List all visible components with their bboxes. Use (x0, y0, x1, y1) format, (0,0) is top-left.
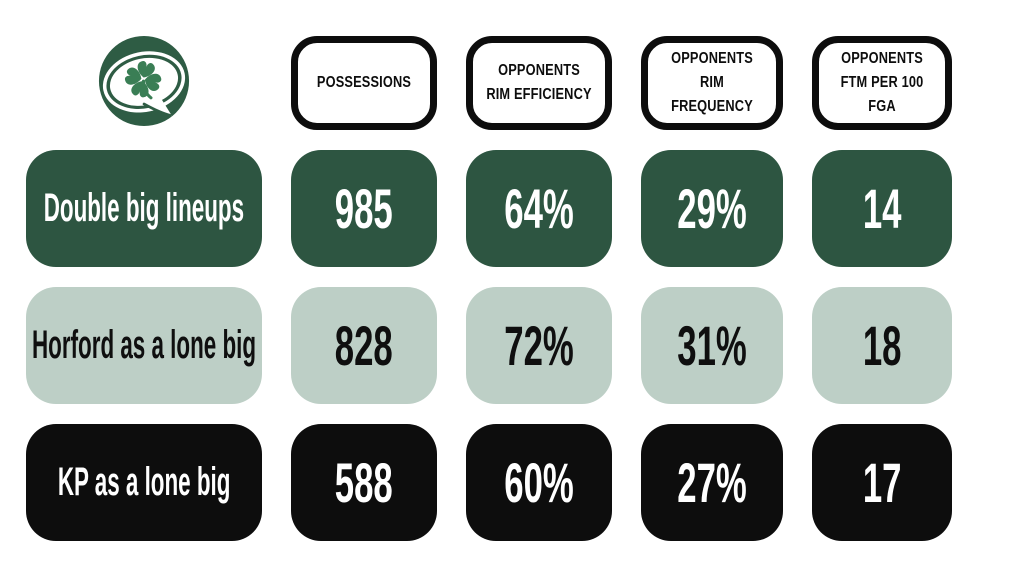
stat-card: 985 (291, 150, 437, 267)
stat-card: 18 (812, 287, 952, 404)
stat-value: 29% (677, 177, 747, 240)
stat-value: 588 (335, 451, 393, 514)
stat-card: 29% (641, 150, 783, 267)
stat-card: 60% (466, 424, 612, 541)
column-header-label: POSSESSIONS (316, 74, 412, 91)
stat-value: 18 (862, 314, 902, 377)
stat-card: 588 (291, 424, 437, 541)
stat-card: 14 (812, 150, 952, 267)
stat-value: 60% (504, 451, 574, 514)
clover-icon (124, 61, 162, 100)
column-header-label: OPPONENTS RIM EFFICIENCY (486, 62, 592, 103)
stat-card: 17 (812, 424, 952, 541)
stats-table: POSSESSIONS OPPONENTS RIM EFFICIENCY OPP… (26, 30, 952, 541)
column-header-possessions: POSSESSIONS (291, 36, 437, 130)
row-label-horford-lone-big: Horford as a lone big (26, 287, 262, 404)
team-logo (26, 30, 262, 130)
stat-value: 27% (677, 451, 747, 514)
stat-value: 985 (335, 177, 393, 240)
column-header-opponents-rim-efficiency: OPPONENTS RIM EFFICIENCY (466, 36, 612, 130)
lineup-label: Double big lineups (43, 186, 245, 230)
lineup-label: KP as a lone big (57, 460, 231, 504)
stat-value: 828 (335, 314, 393, 377)
lineup-label: Horford as a lone big (31, 323, 257, 367)
stat-card: 828 (291, 287, 437, 404)
clover-logo-icon (98, 35, 190, 127)
column-header-label: OPPONENTS FTM PER 100 FGA (840, 50, 924, 115)
column-header-opponents-rim-frequency: OPPONENTS RIM FREQUENCY (641, 36, 783, 130)
row-label-kp-lone-big: KP as a lone big (26, 424, 262, 541)
stat-card: 31% (641, 287, 783, 404)
column-header-label: OPPONENTS RIM FREQUENCY (671, 50, 753, 115)
stat-card: 64% (466, 150, 612, 267)
stat-value: 31% (677, 314, 747, 377)
stat-value: 14 (862, 177, 902, 240)
row-label-double-big: Double big lineups (26, 150, 262, 267)
stat-card: 27% (641, 424, 783, 541)
stat-value: 72% (504, 314, 574, 377)
column-header-opponents-ftm-per-100-fga: OPPONENTS FTM PER 100 FGA (812, 36, 952, 130)
stat-value: 17 (862, 451, 902, 514)
stat-value: 64% (504, 177, 574, 240)
stat-card: 72% (466, 287, 612, 404)
